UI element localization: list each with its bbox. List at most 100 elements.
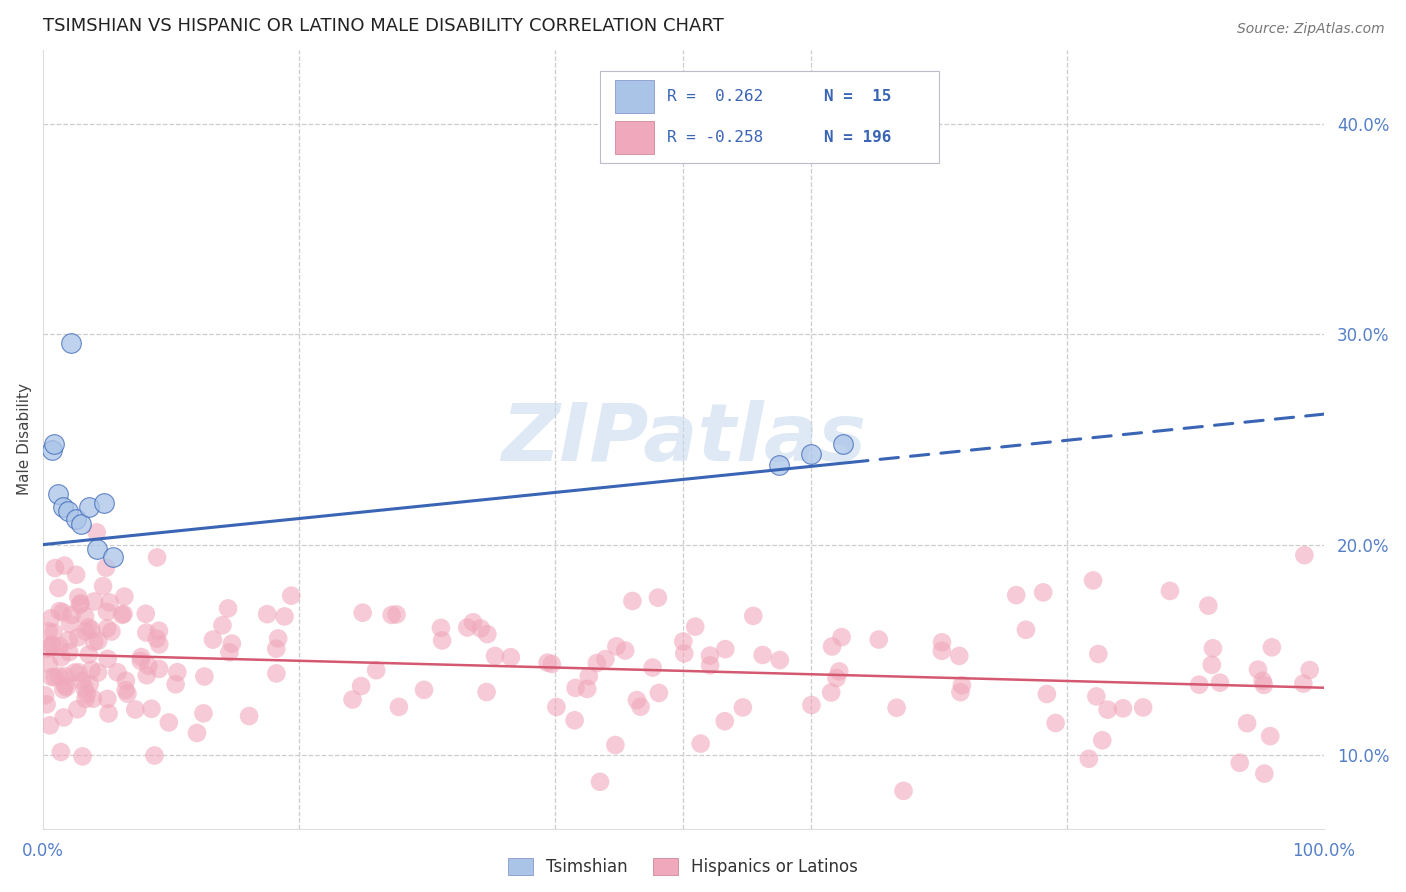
Point xyxy=(430,621,453,635)
FancyBboxPatch shape xyxy=(616,121,654,153)
Text: ZIPatlas: ZIPatlas xyxy=(501,401,866,478)
Point xyxy=(193,706,215,721)
Text: R =  0.262: R = 0.262 xyxy=(666,89,763,104)
Point xyxy=(44,561,66,575)
Point xyxy=(124,702,146,716)
Point xyxy=(75,624,97,639)
Point xyxy=(1085,690,1108,704)
Point xyxy=(44,670,66,684)
Point xyxy=(238,709,260,723)
Point xyxy=(714,642,737,657)
Point xyxy=(65,567,87,582)
Point xyxy=(1258,729,1281,743)
Point xyxy=(564,713,586,727)
Point xyxy=(477,627,499,641)
Point xyxy=(76,687,98,701)
Point xyxy=(83,635,105,649)
Point xyxy=(267,632,290,646)
Point xyxy=(58,504,80,518)
Point xyxy=(34,689,56,703)
Point xyxy=(38,657,60,672)
Point xyxy=(950,678,973,692)
Point xyxy=(87,665,110,680)
Point xyxy=(800,698,823,712)
Point xyxy=(699,658,721,673)
Point xyxy=(41,638,63,652)
Point xyxy=(1298,663,1320,677)
Point xyxy=(65,512,87,526)
Point xyxy=(828,665,851,679)
Point xyxy=(148,662,170,676)
Point xyxy=(39,638,62,652)
Point xyxy=(931,635,953,649)
Point xyxy=(39,718,62,732)
Point xyxy=(58,645,80,659)
Point xyxy=(44,436,66,450)
Point xyxy=(388,700,411,714)
Point xyxy=(576,681,599,696)
Point xyxy=(768,458,790,472)
Point xyxy=(1097,703,1119,717)
Point xyxy=(129,650,152,665)
Point xyxy=(93,495,115,509)
Point xyxy=(83,594,105,608)
Point xyxy=(70,673,93,688)
Point xyxy=(138,658,160,673)
Point xyxy=(211,618,233,632)
Point xyxy=(1294,548,1316,562)
Point xyxy=(621,594,644,608)
Point xyxy=(52,500,75,514)
Point xyxy=(79,677,101,691)
Point xyxy=(69,598,91,612)
Point xyxy=(1202,641,1225,656)
Point xyxy=(165,677,187,691)
Point xyxy=(186,726,208,740)
Point xyxy=(1077,752,1099,766)
Point xyxy=(820,685,842,699)
Point xyxy=(831,630,853,644)
Text: R = -0.258: R = -0.258 xyxy=(666,130,763,145)
Point xyxy=(97,706,120,721)
Point xyxy=(578,669,600,683)
Point xyxy=(769,653,792,667)
Point xyxy=(800,447,823,461)
Point xyxy=(886,700,908,714)
Point xyxy=(366,663,388,677)
Point xyxy=(626,693,648,707)
Point xyxy=(111,607,134,622)
Y-axis label: Male Disability: Male Disability xyxy=(17,384,32,495)
FancyBboxPatch shape xyxy=(616,80,654,113)
Point xyxy=(96,605,118,619)
Point xyxy=(1253,766,1275,780)
Point xyxy=(1253,678,1275,692)
Point xyxy=(470,622,492,636)
Point xyxy=(1091,733,1114,747)
Point xyxy=(949,685,972,699)
Point xyxy=(72,749,94,764)
Point xyxy=(595,652,617,666)
Point xyxy=(456,620,478,634)
Point xyxy=(280,589,302,603)
Point xyxy=(589,774,612,789)
Point xyxy=(1032,585,1054,599)
Point xyxy=(201,632,224,647)
Point xyxy=(39,611,62,625)
Point xyxy=(430,633,453,648)
Point xyxy=(59,616,82,631)
Point xyxy=(86,541,108,556)
Point xyxy=(1087,647,1109,661)
Legend: Tsimshian, Hispanics or Latinos: Tsimshian, Hispanics or Latinos xyxy=(502,851,865,883)
Point xyxy=(112,590,135,604)
Point xyxy=(1292,676,1315,690)
Point xyxy=(647,591,669,605)
Point xyxy=(1036,687,1059,701)
Point xyxy=(35,698,58,712)
Point xyxy=(1005,588,1028,602)
Point xyxy=(1197,599,1219,613)
Point xyxy=(53,669,76,683)
Point xyxy=(98,595,121,609)
Point xyxy=(672,634,695,648)
Point xyxy=(42,625,65,640)
Point xyxy=(1229,756,1251,770)
Point xyxy=(146,550,169,565)
